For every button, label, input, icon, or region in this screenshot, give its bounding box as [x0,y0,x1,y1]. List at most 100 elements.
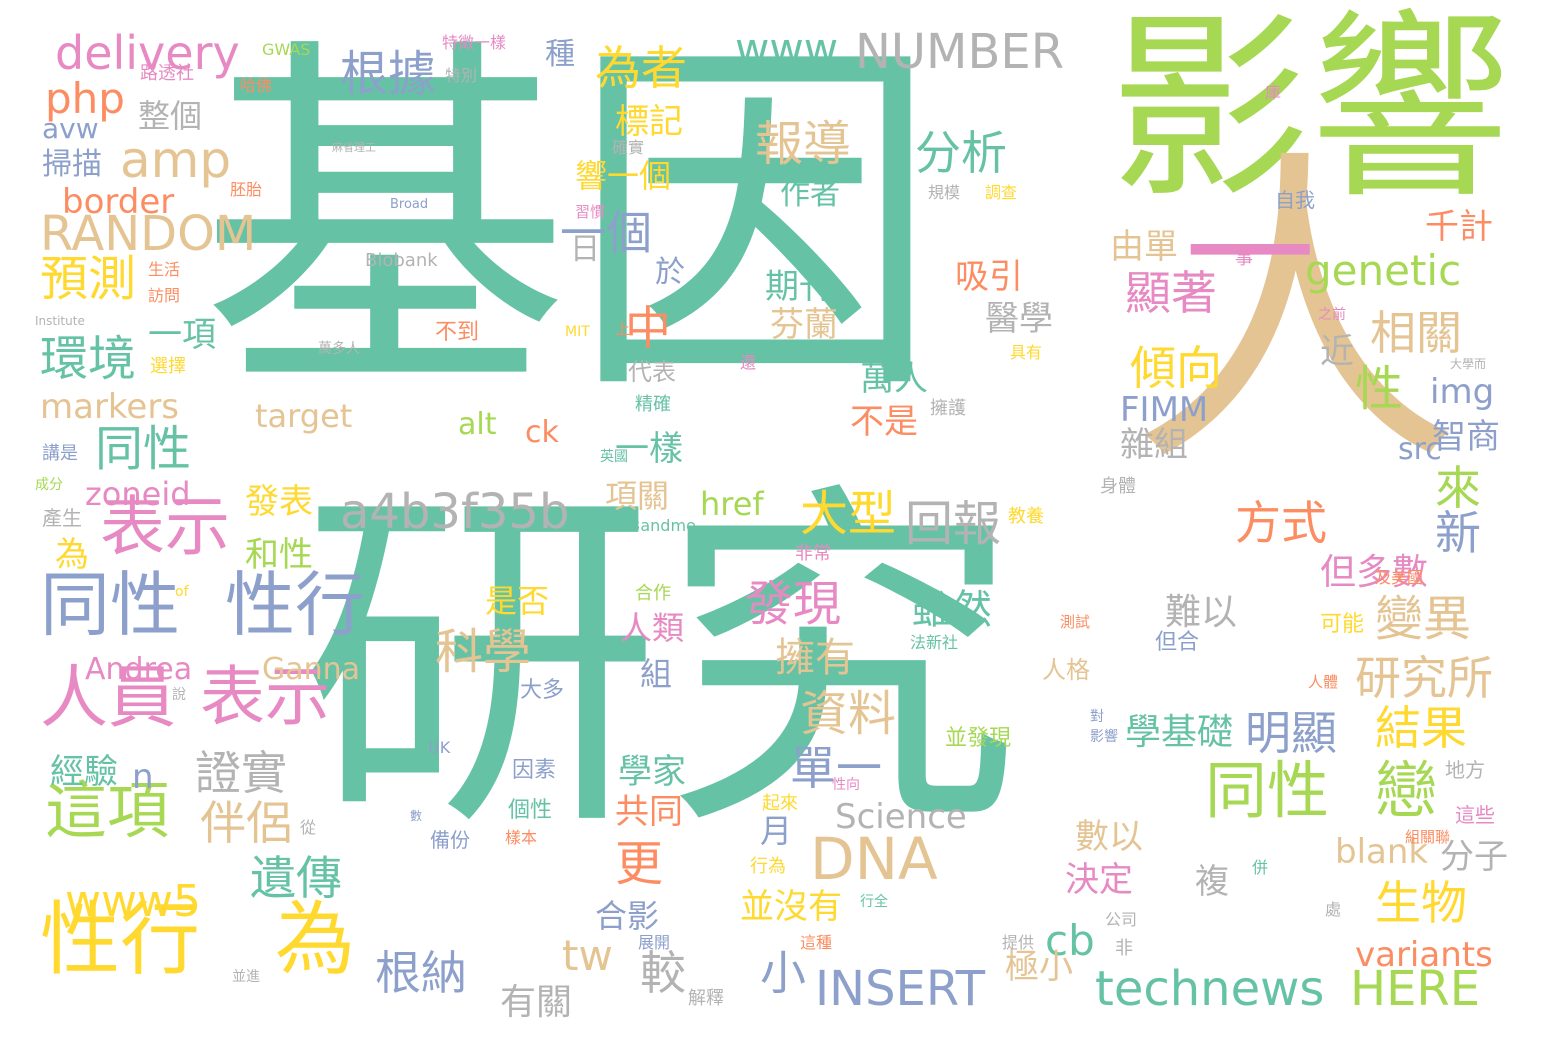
word-116: 項關 [605,477,670,515]
word-153: 選擇 [150,356,186,377]
word-95: 較 [640,946,686,1000]
word-124: 並發現 [945,726,1012,751]
word-73: 但多數 [1320,552,1429,593]
word-136: 特徵一樣 [442,33,507,52]
word-34: 環境 [40,331,137,387]
word-135: GWAS [262,40,311,59]
word-87: 決定 [1065,860,1133,900]
word-174: 非常 [795,543,831,564]
word-145: Biobank [365,250,438,271]
word-50: 顯著 [1125,266,1217,320]
word-183: 併 [1252,858,1269,877]
word-47: 芬蘭 [770,305,838,345]
word-14: 戀 [1375,754,1438,827]
word-16: NUMBER [855,24,1065,80]
word-195: 大學而 [1450,357,1487,371]
word-59: FIMM [1120,390,1209,430]
word-63: 來 [1435,461,1481,515]
word-56: img [1430,372,1495,412]
word-82: 遺傳 [250,851,342,905]
word-30: 報導 [755,116,852,172]
word-105: n [132,757,154,797]
word-187: 非 [1115,938,1133,959]
word-44: 期刊 [765,267,833,307]
word-180: 人體 [1308,673,1339,691]
word-101: 月 [760,812,793,850]
word-112: alt [458,407,497,442]
word-190: 身體 [1100,476,1136,497]
word-160: 23andme [620,516,696,535]
word-111: target [255,397,353,435]
word-20: amp [120,131,232,189]
word-100: 複 [1195,862,1229,902]
word-32: 一個 [560,206,652,260]
word-97: 合影 [595,897,660,935]
word-35: 同性 [95,421,192,477]
word-177: 測試 [1060,613,1091,631]
word-46: 醫學 [985,299,1053,339]
word-28: 根據 [340,46,437,102]
word-191: 教養 [1008,506,1044,527]
word-166: 從 [300,818,317,837]
word-29: 為者 [595,41,687,95]
word-110: 為 [55,535,89,575]
word-93: 小 [760,946,806,1000]
word-132: 日 [570,232,600,267]
word-62: 方式 [1235,496,1327,550]
word-168: 性向 [832,777,860,793]
word-91: variants [1355,935,1493,975]
word-17: www [735,24,839,73]
word-8: 性行 [225,564,365,646]
word-24: INSERT [815,961,986,1017]
word-85: Science [835,797,967,837]
word-51: 傾向 [1130,341,1222,395]
word-92: cb [1045,916,1095,965]
word-104: 經驗 [50,752,118,792]
word-130: 響一個 [575,157,672,195]
word-65: 大型 [800,486,897,542]
word-176: 法新社 [910,633,959,652]
word-150: 上 [615,320,631,338]
word-186: 提供 [1002,933,1035,952]
word-49: 不是 [850,402,918,442]
word-36: markers [40,387,180,427]
word-84: 更 [615,836,664,892]
word-61: 近 [1320,332,1354,372]
word-193: 具有 [1010,343,1043,362]
word-68: 變異 [1375,591,1472,647]
word-118: 人類 [620,609,685,647]
word-199: 規模 [928,183,961,202]
word-96: 有關 [500,982,573,1023]
word-167: 樣本 [505,828,538,847]
word-192: 擁護 [930,398,966,419]
word-146: 生活 [148,260,181,279]
word-31: 分析 [915,126,1007,180]
word-3: 人 [1130,123,1460,507]
word-142: Broad [390,197,429,212]
word-77: 雖然 [912,587,992,633]
word-26: HERE [1350,961,1481,1017]
word-23: www5 [65,876,201,927]
word-33: 預測 [40,251,137,307]
word-5: 性行 [40,893,200,986]
word-13: 同性 [1205,754,1330,827]
word-90: 分子 [1440,837,1508,877]
word-170: 行為 [750,856,786,877]
word-80: 證實 [195,746,287,800]
word-123: 人格 [1042,656,1090,684]
word-194: 之前 [1318,307,1346,323]
word-128: 這些 [1455,803,1495,827]
word-152: 萬多人 [318,341,360,357]
word-181: 及美國 [1375,568,1424,587]
word-121: 因素 [512,758,557,783]
word-182: 組關聯 [1405,828,1451,846]
word-162: 說 [172,687,186,703]
word-188: 這種 [800,933,833,952]
word-7: 同性 [40,564,180,646]
word-48: 萬人 [860,359,928,399]
word-113: ck [525,415,559,450]
word-134: 種 [545,37,575,72]
word-149: MIT [565,324,590,340]
word-98: 並沒有 [740,887,842,927]
word-60: 雜組 [1120,425,1188,465]
